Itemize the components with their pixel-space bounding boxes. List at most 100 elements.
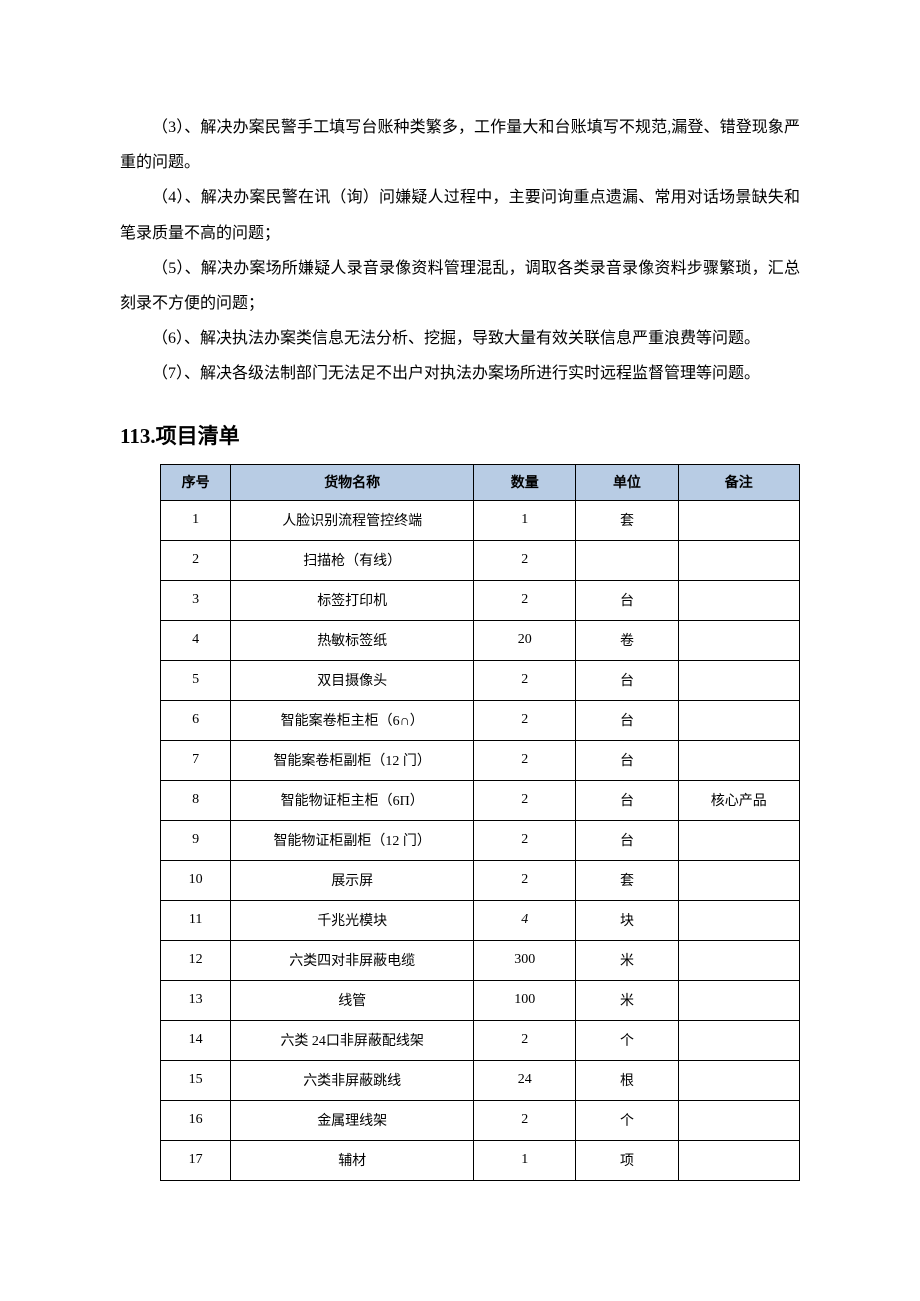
paragraph-block: （3）、解决办案民警手工填写台账种类繁多，工作量大和台账填写不规范,漏登、错登现… [120, 110, 800, 392]
table-row: 6智能案卷柜主柜（6∩）2台 [161, 700, 800, 740]
cell-name: 扫描枪（有线） [231, 540, 474, 580]
table-row: 3标签打印机2台 [161, 580, 800, 620]
table-row: 8智能物证柜主柜（6Π）2台核心产品 [161, 780, 800, 820]
cell-note [678, 1100, 799, 1140]
cell-name: 标签打印机 [231, 580, 474, 620]
table-row: 17辅材1项 [161, 1140, 800, 1180]
paragraph-5: （5）、解决办案场所嫌疑人录音录像资料管理混乱，调取各类录音录像资料步骤繁琐，汇… [120, 251, 800, 321]
item-list-table-wrap: 序号 货物名称 数量 单位 备注 1人脸识别流程管控终端1套2扫描枪（有线）23… [120, 464, 800, 1181]
cell-note [678, 1140, 799, 1180]
cell-name: 智能案卷柜副柜（12 门） [231, 740, 474, 780]
cell-unit: 台 [576, 820, 678, 860]
cell-note [678, 580, 799, 620]
cell-name: 展示屏 [231, 860, 474, 900]
cell-unit: 米 [576, 980, 678, 1020]
cell-note [678, 1020, 799, 1060]
cell-qty: 2 [474, 700, 576, 740]
cell-qty: 2 [474, 540, 576, 580]
cell-unit: 套 [576, 860, 678, 900]
cell-seq: 2 [161, 540, 231, 580]
cell-name: 辅材 [231, 1140, 474, 1180]
cell-name: 热敏标签纸 [231, 620, 474, 660]
cell-qty: 2 [474, 660, 576, 700]
cell-qty: 2 [474, 740, 576, 780]
cell-name: 人脸识别流程管控终端 [231, 500, 474, 540]
cell-unit: 米 [576, 940, 678, 980]
cell-qty: 2 [474, 820, 576, 860]
paragraph-4: （4）、解决办案民警在讯（询）问嫌疑人过程中，主要问询重点遗漏、常用对话场景缺失… [120, 180, 800, 250]
cell-unit: 套 [576, 500, 678, 540]
cell-note [678, 660, 799, 700]
cell-unit: 卷 [576, 620, 678, 660]
cell-qty: 24 [474, 1060, 576, 1100]
cell-seq: 14 [161, 1020, 231, 1060]
cell-name: 金属理线架 [231, 1100, 474, 1140]
table-row: 11千兆光模块4块 [161, 900, 800, 940]
cell-note: 核心产品 [678, 780, 799, 820]
cell-note [678, 500, 799, 540]
cell-name: 智能物证柜主柜（6Π） [231, 780, 474, 820]
table-row: 2扫描枪（有线）2 [161, 540, 800, 580]
cell-seq: 7 [161, 740, 231, 780]
cell-unit [576, 540, 678, 580]
cell-seq: 15 [161, 1060, 231, 1100]
cell-note [678, 1060, 799, 1100]
cell-note [678, 900, 799, 940]
cell-seq: 13 [161, 980, 231, 1020]
table-body: 1人脸识别流程管控终端1套2扫描枪（有线）23标签打印机2台4热敏标签纸20卷5… [161, 500, 800, 1180]
cell-unit: 根 [576, 1060, 678, 1100]
col-header-unit: 单位 [576, 464, 678, 500]
col-header-seq: 序号 [161, 464, 231, 500]
cell-name: 六类四对非屏蔽电缆 [231, 940, 474, 980]
table-row: 14六类 24口非屏蔽配线架2个 [161, 1020, 800, 1060]
cell-name: 六类非屏蔽跳线 [231, 1060, 474, 1100]
table-row: 5双目摄像头2台 [161, 660, 800, 700]
cell-qty: 2 [474, 1020, 576, 1060]
table-row: 16金属理线架2个 [161, 1100, 800, 1140]
table-row: 10展示屏2套 [161, 860, 800, 900]
cell-seq: 1 [161, 500, 231, 540]
table-row: 12六类四对非屏蔽电缆300米 [161, 940, 800, 980]
cell-qty: 1 [474, 500, 576, 540]
table-row: 15六类非屏蔽跳线24根 [161, 1060, 800, 1100]
cell-unit: 台 [576, 740, 678, 780]
cell-seq: 4 [161, 620, 231, 660]
section-title: 113.项目清单 [120, 420, 800, 450]
cell-qty: 2 [474, 1100, 576, 1140]
cell-name: 千兆光模块 [231, 900, 474, 940]
cell-unit: 台 [576, 700, 678, 740]
cell-seq: 8 [161, 780, 231, 820]
cell-unit: 个 [576, 1100, 678, 1140]
cell-seq: 11 [161, 900, 231, 940]
cell-note [678, 540, 799, 580]
cell-qty: 100 [474, 980, 576, 1020]
table-row: 13线管100米 [161, 980, 800, 1020]
cell-qty: 2 [474, 860, 576, 900]
cell-unit: 台 [576, 660, 678, 700]
table-row: 9智能物证柜副柜（12 门）2台 [161, 820, 800, 860]
paragraph-3: （3）、解决办案民警手工填写台账种类繁多，工作量大和台账填写不规范,漏登、错登现… [120, 110, 800, 180]
cell-qty: 1 [474, 1140, 576, 1180]
cell-seq: 3 [161, 580, 231, 620]
item-list-table: 序号 货物名称 数量 单位 备注 1人脸识别流程管控终端1套2扫描枪（有线）23… [160, 464, 800, 1181]
cell-seq: 12 [161, 940, 231, 980]
table-row: 4热敏标签纸20卷 [161, 620, 800, 660]
cell-note [678, 980, 799, 1020]
col-header-qty: 数量 [474, 464, 576, 500]
cell-unit: 块 [576, 900, 678, 940]
col-header-note: 备注 [678, 464, 799, 500]
table-row: 7智能案卷柜副柜（12 门）2台 [161, 740, 800, 780]
cell-qty: 2 [474, 780, 576, 820]
cell-seq: 17 [161, 1140, 231, 1180]
cell-unit: 项 [576, 1140, 678, 1180]
paragraph-7: （7）、解决各级法制部门无法足不出户对执法办案场所进行实时远程监督管理等问题。 [120, 356, 800, 391]
cell-seq: 10 [161, 860, 231, 900]
cell-name: 线管 [231, 980, 474, 1020]
cell-qty: 4 [474, 900, 576, 940]
paragraph-6: （6）、解决执法办案类信息无法分析、挖掘，导致大量有效关联信息严重浪费等问题。 [120, 321, 800, 356]
cell-seq: 16 [161, 1100, 231, 1140]
table-header-row: 序号 货物名称 数量 单位 备注 [161, 464, 800, 500]
cell-name: 六类 24口非屏蔽配线架 [231, 1020, 474, 1060]
cell-note [678, 700, 799, 740]
cell-qty: 2 [474, 580, 576, 620]
